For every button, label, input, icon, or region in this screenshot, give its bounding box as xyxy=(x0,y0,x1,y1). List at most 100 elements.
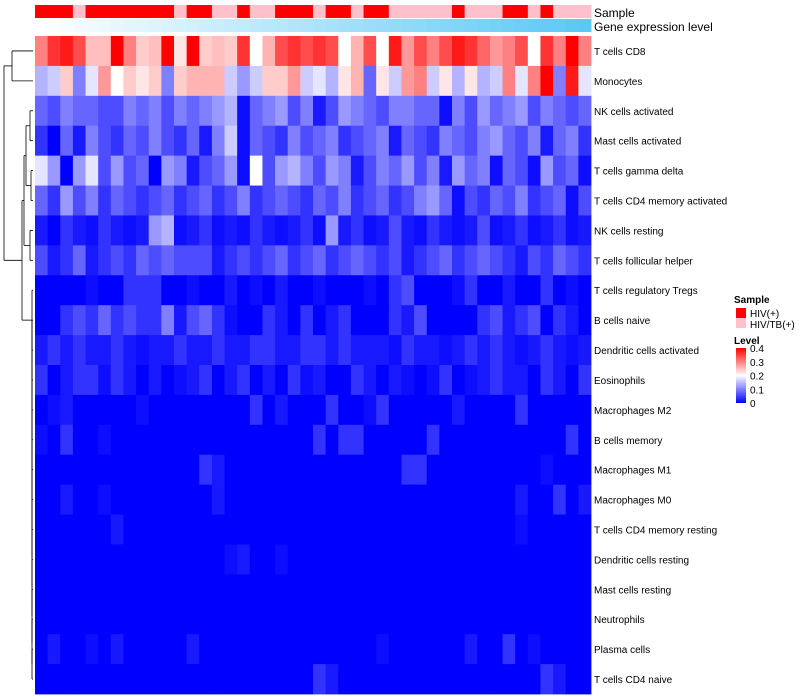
heatmap-cell xyxy=(401,634,415,665)
legend-swatch-hiv-tb xyxy=(736,318,746,328)
heatmap-cell xyxy=(287,245,301,276)
heatmap-cell xyxy=(262,275,276,306)
heatmap-cell xyxy=(110,424,124,456)
heatmap-cell xyxy=(186,544,200,575)
heatmap-cell xyxy=(98,215,112,246)
heatmap-cell xyxy=(313,484,327,515)
heatmap-cell xyxy=(300,634,314,665)
heatmap-cell xyxy=(287,664,301,695)
heatmap-cell xyxy=(553,185,567,216)
heatmap-cell xyxy=(211,514,225,545)
heatmap-cell xyxy=(60,125,74,157)
heatmap-cell xyxy=(553,245,567,276)
heatmap-cell xyxy=(300,365,314,396)
heatmap-cell xyxy=(237,65,251,97)
heatmap-cell xyxy=(161,634,175,665)
heatmap-cell xyxy=(148,275,162,306)
heatmap-cell xyxy=(464,634,478,665)
legend-level-title: Level xyxy=(734,336,760,347)
heatmap-cell xyxy=(477,484,491,515)
heatmap-cell xyxy=(325,155,339,186)
heatmap-cell xyxy=(414,664,428,695)
heatmap-cell xyxy=(186,574,200,605)
heatmap-cell xyxy=(401,574,415,605)
heatmap-cell xyxy=(148,365,162,396)
heatmap-cell xyxy=(388,36,402,67)
heatmap-cell xyxy=(60,275,74,306)
heatmap-cell xyxy=(123,484,137,515)
heatmap-cell xyxy=(338,484,352,515)
heatmap-cell xyxy=(287,65,301,97)
heatmap-cell xyxy=(186,604,200,635)
heatmap-cell xyxy=(224,634,238,665)
heatmap-cell xyxy=(186,155,200,186)
heatmap-cell xyxy=(237,484,251,515)
heatmap-cell xyxy=(211,275,225,306)
heatmap-cell xyxy=(527,424,541,456)
heatmap-cell xyxy=(47,634,61,665)
heatmap-cell xyxy=(363,634,377,665)
heatmap-cell xyxy=(35,215,49,246)
heatmap-cell xyxy=(313,634,327,665)
heatmap-cell xyxy=(578,604,592,635)
heatmap-cell xyxy=(350,95,364,127)
legend-label-hiv: HIV(+) xyxy=(750,309,779,320)
heatmap-cell xyxy=(161,454,175,486)
heatmap-cell xyxy=(249,305,263,336)
heatmap-cell xyxy=(211,155,225,186)
gene-expression-annotation-cell xyxy=(35,19,49,32)
heatmap-cell xyxy=(262,125,276,157)
heatmap-cell xyxy=(174,544,188,575)
heatmap-cell xyxy=(85,544,99,575)
heatmap-cell xyxy=(85,574,99,605)
heatmap-cell xyxy=(489,65,503,97)
heatmap-cell xyxy=(123,544,137,575)
heatmap-cell xyxy=(350,544,364,575)
heatmap-cell xyxy=(350,36,364,67)
heatmap-cell xyxy=(47,335,61,366)
gene-expression-annotation-cell xyxy=(262,19,276,32)
heatmap-cell xyxy=(211,365,225,396)
gene-expression-annotation-cell xyxy=(325,19,339,32)
gene-expression-annotation-cell xyxy=(60,19,74,32)
heatmap-cell xyxy=(489,95,503,127)
heatmap-cell xyxy=(502,245,516,276)
heatmap-cell xyxy=(540,36,554,67)
heatmap-cell xyxy=(136,185,150,216)
heatmap-cell xyxy=(136,275,150,306)
heatmap-cell xyxy=(249,275,263,306)
heatmap-cell xyxy=(186,514,200,545)
heatmap-cell xyxy=(388,664,402,695)
heatmap-cell xyxy=(527,95,541,127)
heatmap-cell xyxy=(224,36,238,67)
heatmap-cell xyxy=(540,514,554,545)
heatmap-cell xyxy=(527,394,541,426)
heatmap-cell xyxy=(439,185,453,216)
heatmap-cell xyxy=(72,36,86,67)
heatmap-cell xyxy=(565,664,579,695)
heatmap-cell xyxy=(262,245,276,276)
row-label: T cells CD4 memory activated xyxy=(594,197,727,208)
heatmap-cell xyxy=(123,335,137,366)
sample-annotation-cell xyxy=(452,5,466,18)
heatmap-cell xyxy=(325,65,339,97)
heatmap-cell xyxy=(211,245,225,276)
heatmap-cell xyxy=(376,664,390,695)
row-label: Macrophages M1 xyxy=(594,466,672,477)
heatmap-cell xyxy=(452,65,466,97)
heatmap-cell xyxy=(565,245,579,276)
heatmap-cell xyxy=(186,125,200,157)
heatmap-cell xyxy=(439,155,453,186)
sample-annotation-cell xyxy=(60,5,74,18)
heatmap-cell xyxy=(388,424,402,456)
heatmap-cell xyxy=(565,275,579,306)
heatmap-cell xyxy=(477,245,491,276)
heatmap-cell xyxy=(287,305,301,336)
heatmap-cell xyxy=(565,394,579,426)
heatmap-cell xyxy=(414,65,428,97)
heatmap-cell xyxy=(477,394,491,426)
heatmap-cell xyxy=(275,514,289,545)
heatmap-cell xyxy=(313,155,327,186)
heatmap-cell xyxy=(515,125,529,157)
heatmap-cell xyxy=(35,574,49,605)
